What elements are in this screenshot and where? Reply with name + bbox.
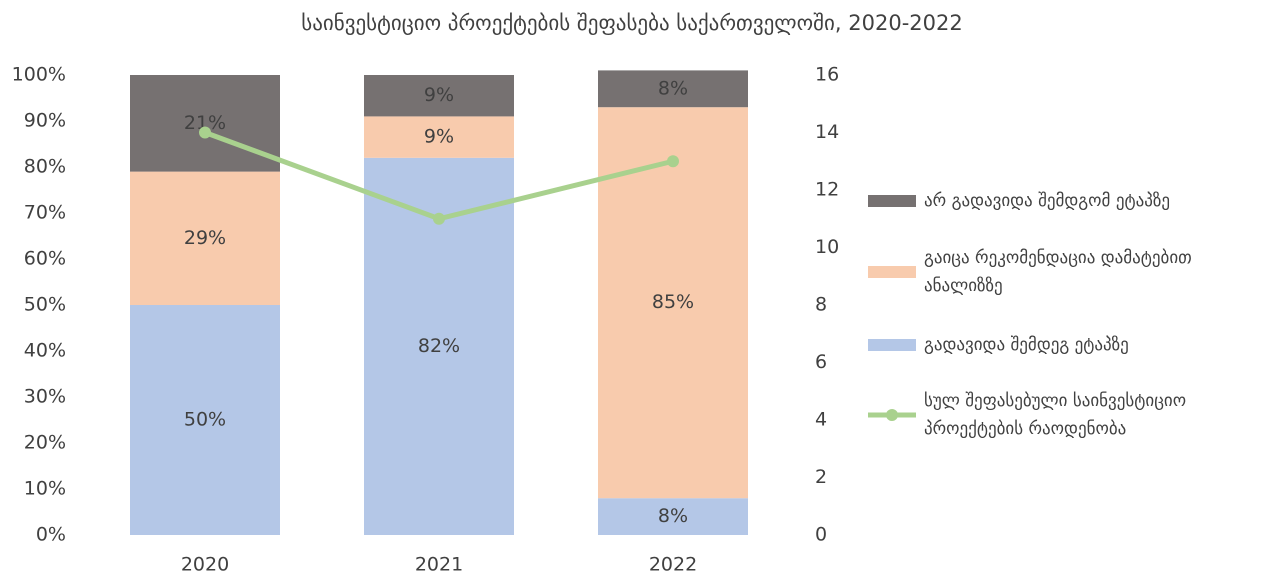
- y-tick-label: 80%: [24, 156, 66, 178]
- data-label: 29%: [184, 227, 226, 249]
- data-label: 21%: [184, 112, 226, 134]
- y2-tick-label: 4: [815, 409, 827, 431]
- y2-tick-label: 10: [815, 236, 839, 258]
- y-tick-label: 60%: [24, 248, 66, 270]
- line-marker: [433, 212, 445, 225]
- y-tick-label: 20%: [24, 432, 66, 454]
- bar-segment: [130, 171, 280, 305]
- bar-segment: [598, 498, 748, 535]
- data-label: 50%: [184, 409, 226, 431]
- legend-label: გადავიდა შემდეგ ეტაპზე: [924, 335, 1129, 355]
- y2-tick-label: 0: [815, 524, 827, 546]
- legend-label: სულ შეფასებული საინვესტიციო პროექტების რ…: [924, 391, 1187, 439]
- x-tick-label: 2020: [181, 554, 229, 575]
- bar-segment: [130, 75, 280, 172]
- y-tick-label: 30%: [24, 386, 66, 408]
- legend-swatch: [868, 266, 916, 278]
- data-label: 82%: [418, 335, 460, 357]
- data-label: 8%: [658, 77, 688, 99]
- chart-title: საინვესტიციო პროექტების შეფასება საქართვ…: [301, 11, 962, 35]
- y-tick-label: 100%: [12, 64, 66, 86]
- y2-tick-label: 6: [815, 351, 827, 373]
- y2-tick-label: 16: [815, 64, 839, 86]
- line-marker: [199, 126, 211, 139]
- legend-swatch: [868, 339, 916, 351]
- legend-swatch: [868, 195, 916, 207]
- y-tick-label: 70%: [24, 202, 66, 224]
- y-tick-label: 10%: [24, 478, 66, 500]
- x-tick-label: 2021: [415, 554, 463, 575]
- bar-segment: [364, 116, 514, 158]
- bar-segment: [130, 305, 280, 535]
- legend-marker: [886, 409, 898, 421]
- line-marker: [667, 155, 679, 168]
- y2-tick-label: 2: [815, 466, 827, 488]
- legend-label: გაიცა რეკომენდაცია დამატებით ანალიზზე: [924, 248, 1192, 296]
- legend-label: არ გადავიდა შემდგომ ეტაპზე: [924, 191, 1170, 211]
- y-tick-label: 40%: [24, 340, 66, 362]
- bar-segment: [364, 75, 514, 117]
- y-tick-label: 90%: [24, 110, 66, 132]
- y-tick-label: 0%: [36, 524, 66, 546]
- data-label: 9%: [424, 84, 454, 106]
- y2-tick-label: 12: [815, 179, 839, 201]
- data-label: 8%: [658, 505, 688, 527]
- data-label: 9%: [424, 126, 454, 148]
- bar-segment: [598, 70, 748, 108]
- x-tick-label: 2022: [649, 554, 697, 575]
- y-tick-label: 50%: [24, 294, 66, 316]
- y2-tick-label: 14: [815, 121, 839, 143]
- y2-tick-label: 8: [815, 294, 827, 316]
- data-label: 85%: [652, 291, 694, 313]
